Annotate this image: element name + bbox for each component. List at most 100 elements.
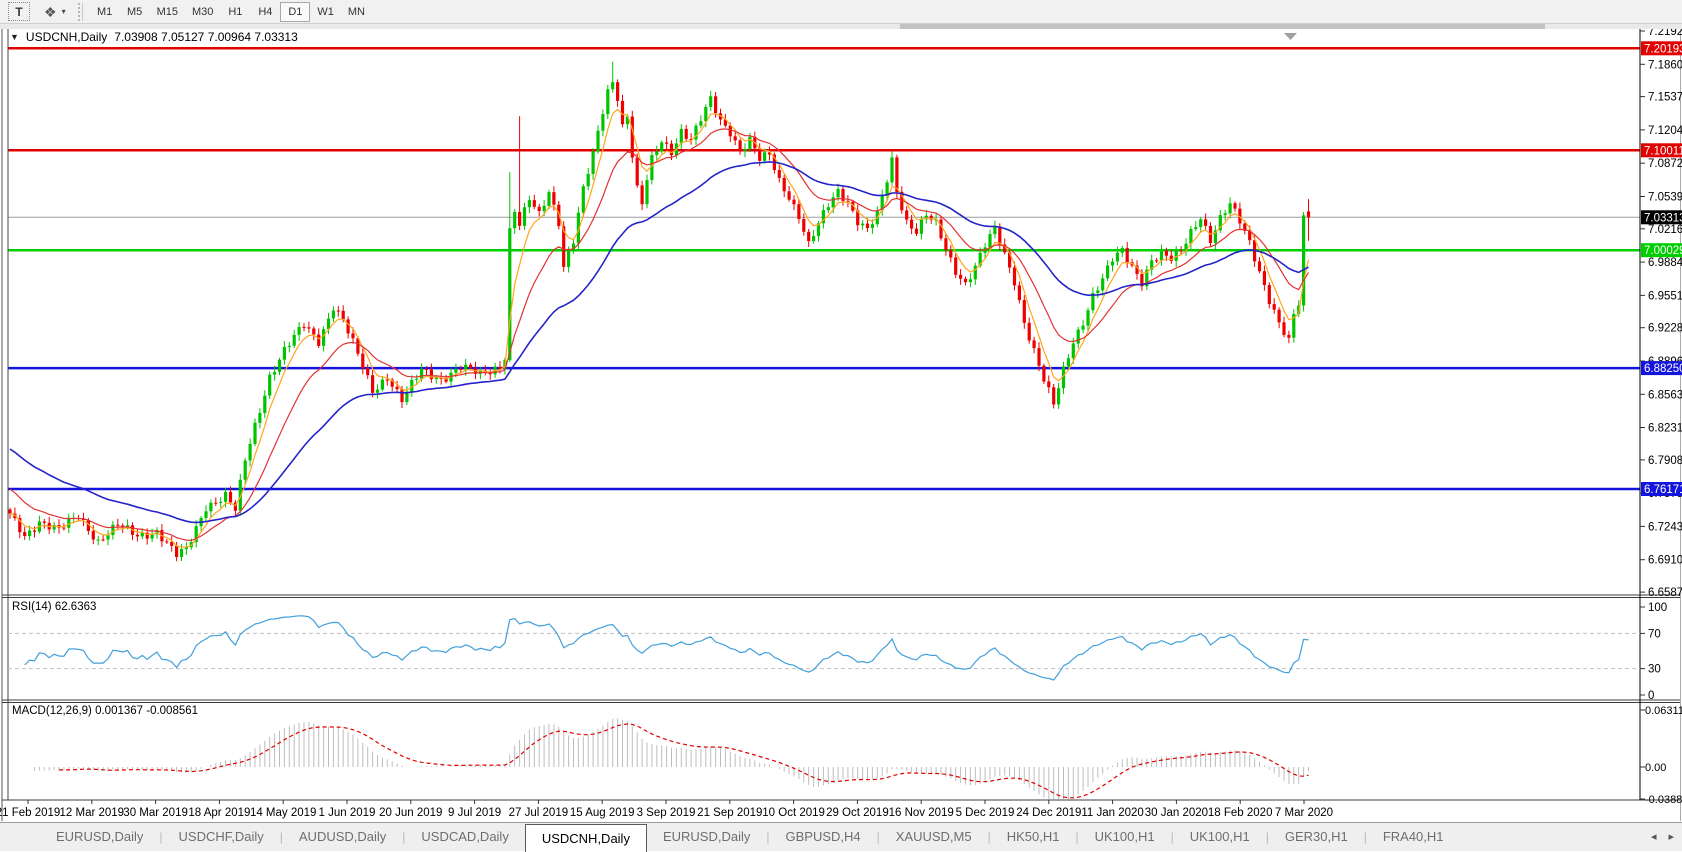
macd-tick-label: 0.063113 [1645, 705, 1682, 717]
candle [165, 539, 169, 544]
candle [371, 370, 375, 398]
candle [792, 195, 796, 210]
chevron-down-icon[interactable]: ▾ [61, 7, 66, 16]
candle [96, 535, 100, 546]
price-tick-label: 7.12045 [1648, 125, 1682, 137]
triangle-down-icon: ▼ [10, 32, 19, 42]
tab-separator: | [159, 830, 163, 844]
ma-line-5 [9, 108, 1310, 548]
candle [963, 276, 968, 286]
candle [248, 438, 252, 467]
timeframe-button-m5[interactable]: M5 [120, 2, 150, 22]
candle [586, 167, 590, 191]
rsi-tick-label: 30 [1648, 664, 1661, 676]
scrollbar-thumb[interactable] [900, 24, 1545, 29]
chart-shift-marker[interactable] [1284, 33, 1297, 40]
timeframe-button-m30[interactable]: M30 [185, 2, 220, 22]
candle [356, 336, 360, 357]
candle [601, 109, 605, 137]
candle [204, 505, 208, 522]
chart-horizontal-scrollbar[interactable] [0, 24, 1682, 29]
candle [1169, 250, 1173, 264]
candle [228, 486, 233, 505]
date-tick-label: 12 Mar 2019 [60, 807, 125, 819]
candle [1199, 217, 1203, 233]
candle [263, 390, 267, 418]
tab-separator: | [279, 830, 283, 844]
tab-separator: | [1265, 830, 1269, 844]
candle [694, 123, 698, 145]
date-tick-label: 24 Dec 2019 [1016, 807, 1081, 819]
candle [689, 133, 693, 145]
candle [297, 322, 301, 341]
crosshair-modes-icon: ❖ [44, 3, 57, 20]
candle [895, 154, 899, 198]
ma-line-15 [9, 128, 1310, 542]
candle [346, 316, 350, 339]
timeframe-button-m1[interactable]: M1 [90, 2, 120, 22]
candle [905, 206, 909, 225]
candle [395, 380, 399, 393]
tab-ger30-h1[interactable]: GER30,H1 [1284, 828, 1348, 844]
price-tick-label: 6.92285 [1648, 323, 1682, 335]
date-tick-label: 30 Mar 2019 [123, 807, 188, 819]
candle [1061, 361, 1066, 394]
tab-gbpusd-h4[interactable]: GBPUSD,H4 [785, 828, 861, 844]
candle [679, 124, 683, 150]
tab-audusd-daily[interactable]: AUDUSD,Daily [298, 828, 387, 844]
price-tick-label: 6.72430 [1648, 521, 1682, 533]
tab-fra40-h1[interactable]: FRA40,H1 [1382, 828, 1444, 844]
tab-eurusd-daily[interactable]: EURUSD,Daily [56, 828, 144, 844]
date-tick-label: 7 Mar 2020 [1275, 807, 1333, 819]
date-tick-label: 29 Oct 2019 [826, 807, 889, 819]
candle [1233, 201, 1237, 212]
candle [351, 327, 355, 344]
toolbar-separator [77, 2, 83, 21]
price-level-badge: 6.88250 [1641, 361, 1682, 376]
tab-uk100-h1[interactable]: UK100,H1 [1189, 828, 1250, 844]
timeframe-button-h4[interactable]: H4 [250, 2, 280, 22]
candle [1189, 225, 1193, 250]
tab-scroll-right-icon[interactable]: ▸ [1668, 831, 1674, 843]
candle [547, 189, 551, 209]
candle [273, 365, 277, 381]
tab-usdcnh-daily[interactable]: USDCNH,Daily [524, 823, 647, 852]
tab-hk50-h1[interactable]: HK50,H1 [1006, 828, 1060, 844]
candle [1272, 298, 1276, 314]
candle [890, 151, 894, 186]
timeframe-button-w1[interactable]: W1 [310, 2, 341, 22]
candle [576, 206, 580, 250]
candle [1057, 382, 1061, 409]
tab-eurusd-daily[interactable]: EURUSD,Daily [662, 828, 751, 844]
svg-text:7.10011: 7.10011 [1644, 145, 1682, 157]
rsi-line [24, 615, 1309, 681]
candle [380, 376, 384, 392]
candle [253, 418, 257, 447]
candle [1096, 286, 1100, 299]
candle [243, 457, 247, 484]
tab-uk100-h1[interactable]: UK100,H1 [1094, 828, 1155, 844]
date-tick-label: 11 Jan 2020 [1081, 807, 1143, 819]
timeframe-button-d1[interactable]: D1 [280, 1, 311, 22]
timeframe-button-m15[interactable]: M15 [150, 2, 185, 22]
tab-xauusd-m5[interactable]: XAUUSD,M5 [895, 828, 972, 844]
candle [797, 199, 801, 224]
price-level-badge: 7.03313 [1641, 210, 1682, 225]
tab-scroll-left-icon[interactable]: ◂ [1650, 831, 1657, 843]
cursor-mode-button[interactable]: ❖ ▾ [44, 5, 66, 19]
price-tick-label: 7.08720 [1648, 158, 1682, 170]
text-tool-button[interactable]: T [8, 2, 30, 21]
candle [307, 321, 311, 333]
tab-usdchf-daily[interactable]: USDCHF,Daily [178, 828, 264, 844]
timeframe-button-mn[interactable]: MN [341, 2, 372, 22]
candle [782, 174, 786, 198]
timeframe-button-h1[interactable]: H1 [220, 2, 250, 22]
candle [743, 143, 747, 158]
candle [1194, 221, 1198, 231]
candle [1052, 384, 1056, 409]
tab-usdcad-daily[interactable]: USDCAD,Daily [421, 828, 509, 844]
candle [1155, 257, 1159, 264]
candle [620, 94, 625, 128]
candle [8, 507, 12, 519]
date-tick-label: 16 Nov 2019 [889, 807, 954, 819]
